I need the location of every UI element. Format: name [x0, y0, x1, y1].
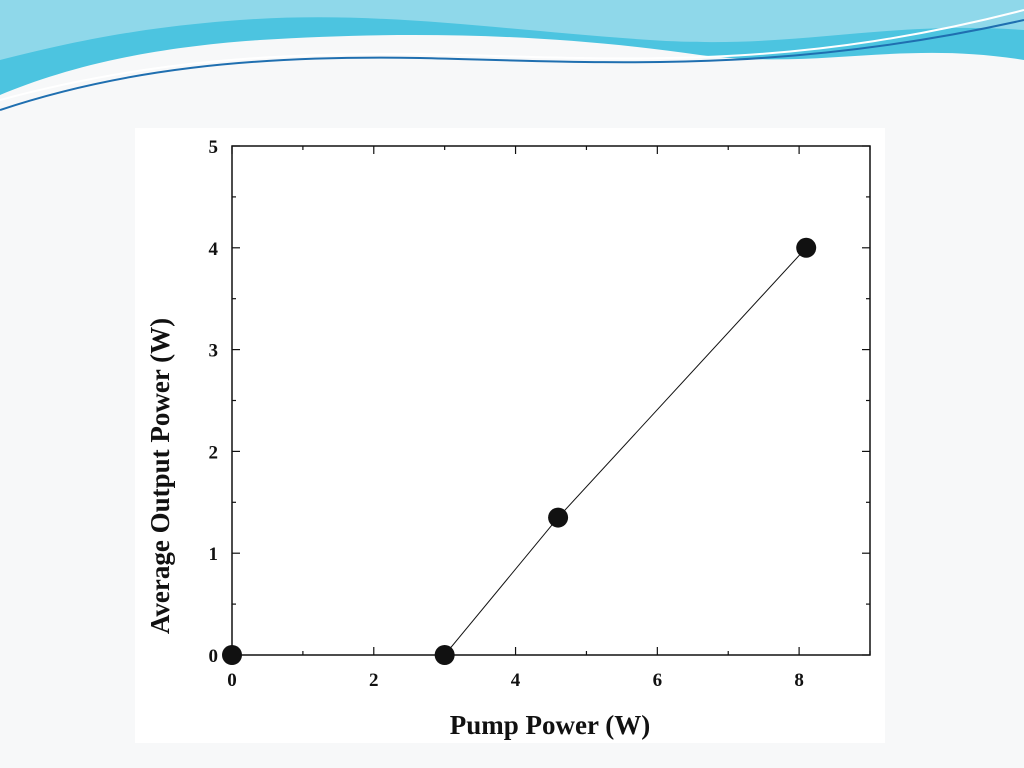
y-tick-label: 2 [209, 442, 219, 463]
y-tick-label: 4 [209, 239, 219, 260]
y-tick-label: 5 [209, 137, 219, 158]
x-axis-title: Pump Power (W) [450, 710, 650, 740]
data-point [548, 507, 569, 528]
tick-labels: 0 2 4 6 8 0 1 2 3 4 5 [209, 137, 804, 691]
y-tick-label: 0 [209, 646, 219, 667]
axis-ticks [231, 145, 871, 656]
x-tick-label: 4 [511, 670, 521, 691]
y-tick-label: 3 [209, 341, 219, 362]
data-point [434, 645, 455, 665]
data-point [796, 237, 817, 258]
y-tick-label: 1 [209, 544, 219, 565]
x-tick-label: 2 [369, 670, 379, 691]
x-tick-label: 8 [794, 670, 804, 691]
plot-border [231, 145, 871, 656]
chart: 0 2 4 6 8 0 1 2 3 4 5 Pump Power (W) Average Outpu… [145, 137, 871, 740]
y-axis-title: Average Output Power (W) [145, 318, 175, 634]
plot-frame [231, 145, 871, 656]
series-line-segment [444, 517, 559, 656]
x-tick-label: 0 [227, 670, 237, 691]
series-group [222, 237, 817, 665]
data-point [222, 645, 242, 665]
chart-figure: 0 2 4 6 8 0 1 2 3 4 5 Pump Power (W) Average Outpu… [135, 128, 885, 743]
series-line-segment [557, 247, 807, 518]
decorative-wave-banner [0, 0, 1024, 111]
x-tick-label: 6 [653, 670, 663, 691]
